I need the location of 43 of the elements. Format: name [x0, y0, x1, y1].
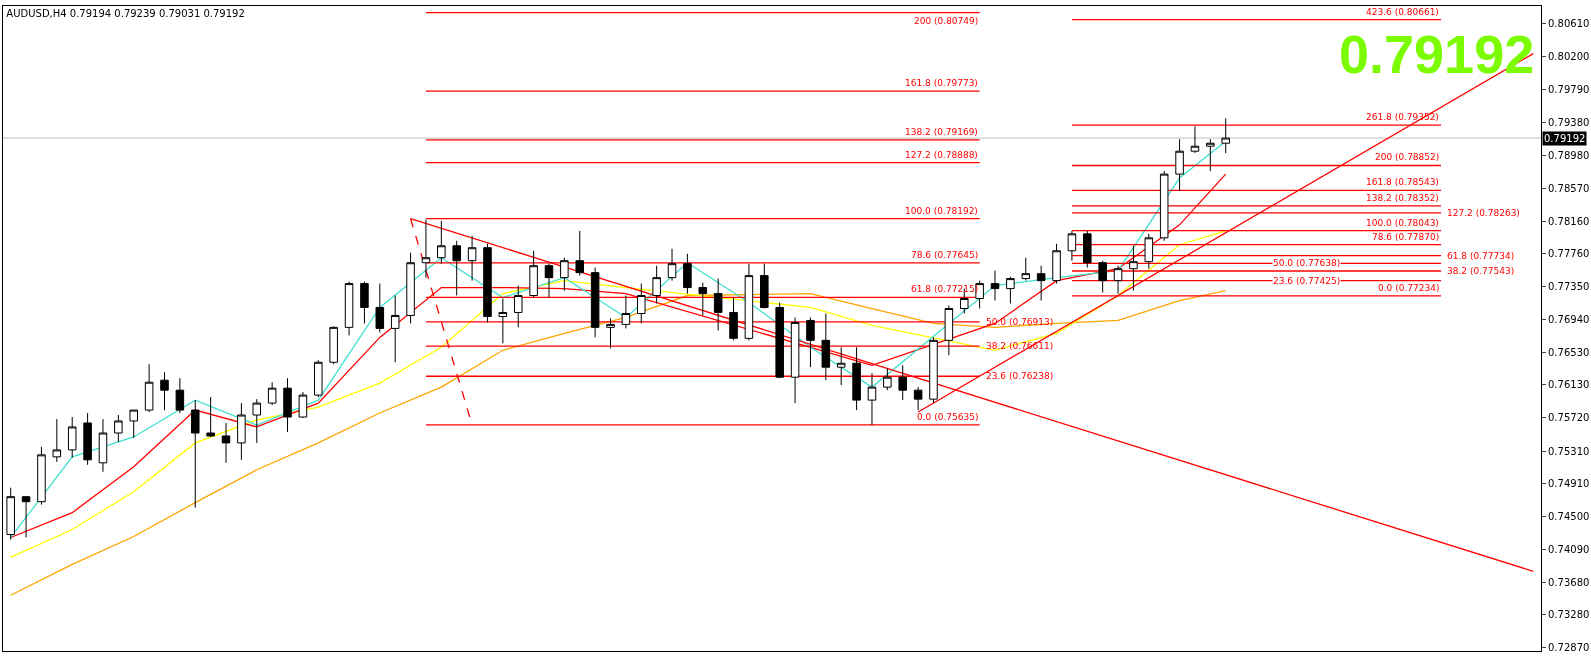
y-tick-label: 0.74910	[1548, 477, 1590, 489]
y-tick-label: 0.74500	[1548, 510, 1590, 522]
y-tick-label: 0.72870	[1548, 642, 1590, 654]
ref-line-label: 0.79192	[1544, 133, 1586, 144]
y-tick-label: 0.79790	[1548, 84, 1590, 96]
series-label: 200 (0.80749)	[914, 16, 979, 26]
annotation: 0.79192	[1339, 24, 1535, 84]
y-tick-label: 0.76940	[1548, 314, 1590, 326]
series-label: 78.6 (0.77870)	[1372, 232, 1440, 242]
series-label: 127.2 (0.78888)	[905, 150, 978, 160]
y-tick-label: 0.73680	[1548, 576, 1590, 588]
series-label: 161.8 (0.79773)	[905, 78, 978, 88]
series-label: 23.6 (0.76238)	[986, 371, 1054, 381]
y-tick-label: 0.79380	[1548, 117, 1590, 129]
y-tick-label: 0.74090	[1548, 543, 1590, 555]
series-label: 23.6 (0.77425)	[1273, 276, 1341, 286]
series-label: 100.0 (0.78192)	[905, 206, 978, 216]
series-label: 127.2 (0.78263)	[1447, 208, 1520, 218]
y-tick-label: 0.78160	[1548, 215, 1590, 227]
y-tick-label: 0.77760	[1548, 248, 1590, 260]
series-label: 138.2 (0.78352)	[1366, 193, 1439, 203]
chart-title: AUDUSD,H4 0.79194 0.79239 0.79031 0.79192	[6, 7, 245, 19]
series-label: 423.6 (0.80661)	[1366, 7, 1439, 17]
series-label: 50.0 (0.77638)	[1273, 258, 1341, 268]
series-label: 138.2 (0.79169)	[905, 127, 978, 137]
y-tick-label: 0.75720	[1548, 412, 1590, 424]
y-tick-label: 0.73280	[1548, 609, 1590, 621]
y-tick-label: 0.77350	[1548, 281, 1590, 293]
y-tick-label: 0.80610	[1548, 18, 1590, 30]
y-tick-label: 0.76530	[1548, 347, 1590, 359]
series-label: 78.6 (0.77645)	[911, 250, 979, 260]
y-tick-label: 0.80200	[1548, 51, 1590, 63]
series-label: 61.8 (0.77734)	[1447, 251, 1515, 261]
series-label: 0.0 (0.75635)	[917, 412, 979, 422]
y-tick-label: 0.76130	[1548, 379, 1590, 391]
series-label: 161.8 (0.78543)	[1366, 177, 1439, 187]
series-label: 200 (0.78852)	[1375, 152, 1440, 162]
series-label: 100.0 (0.78043)	[1366, 218, 1439, 228]
series-label: 0.0 (0.77234)	[1378, 283, 1440, 293]
series-label: 38.2 (0.77543)	[1447, 266, 1515, 276]
y-tick-label: 0.78980	[1548, 149, 1590, 161]
y-tick-label: 0.75310	[1548, 445, 1590, 457]
y-tick-label: 0.78570	[1548, 182, 1590, 194]
